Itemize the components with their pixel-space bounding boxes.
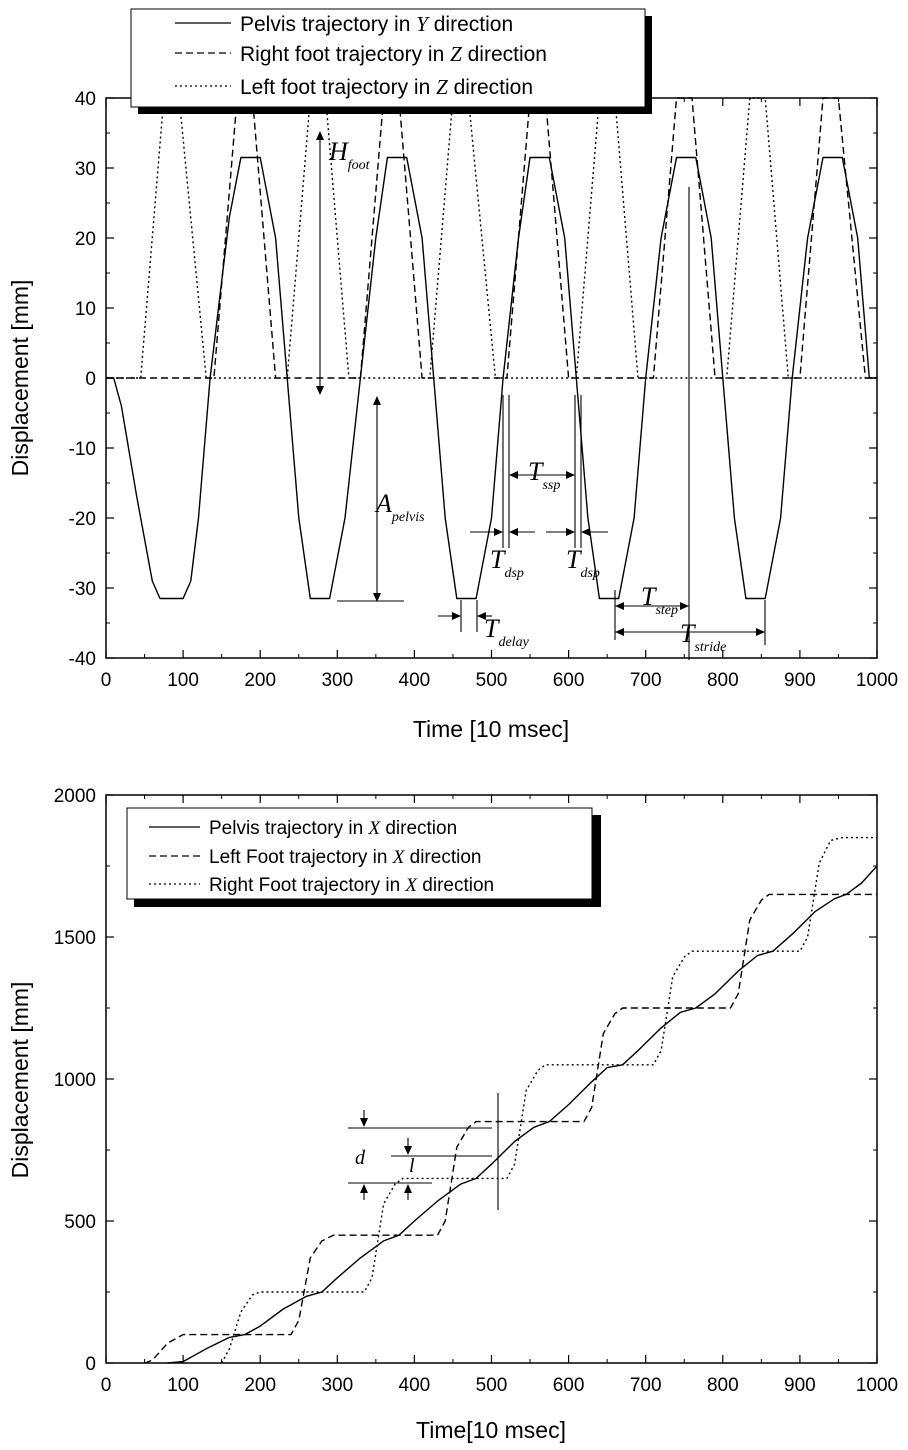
chart-2-plot-frame	[105, 794, 878, 1364]
chart-2-x-axis-title: Time[10 msec]	[416, 1417, 566, 1443]
chart-1-ticks: 0 100 200 300 400 500 600 700 800 900 1000-40-30-2…	[69, 89, 899, 691]
chart-1-series	[106, 97, 877, 600]
chart-1-y-tick-label: -40	[69, 649, 96, 670]
chart-1-annotations	[316, 131, 766, 660]
chart-2-y-tick-label: 0	[85, 1354, 96, 1375]
chart-1-y-tick-label: 0	[85, 369, 96, 390]
chart-2-series	[144, 836, 878, 1364]
legend-1-label-pelvis: Pelvis trajectory in Y direction	[240, 12, 513, 36]
chart-2-series-dashed-line	[144, 893, 877, 1364]
label-d: d	[355, 1147, 366, 1169]
chart-2-x-tick-label: 600	[553, 1375, 585, 1396]
chart-1-annotation-labels: Hfoot Apelvis Tssp Tdsp Tdsp Tdelay Tste…	[328, 137, 726, 655]
chart-2-y-tick-label: 500	[64, 1212, 96, 1233]
label-t-delay: Tdelay	[484, 614, 530, 650]
chart-1-legend-box	[130, 8, 646, 108]
chart-2-x-tick-label: 300	[321, 1375, 353, 1396]
chart-2-x-tick-label: 200	[244, 1375, 276, 1396]
label-t-stride: Tstride	[680, 619, 726, 655]
chart-1-series-dashed-line	[106, 97, 877, 379]
legend-2-label-right-foot: Right Foot trajectory in X direction	[209, 875, 494, 896]
chart-1-y-tick-label: -10	[69, 439, 96, 460]
chart-1-y-tick-label: -20	[69, 509, 96, 530]
chart-2-x-tick-label: 100	[167, 1375, 199, 1396]
legend-2-label-pelvis: Pelvis trajectory in X direction	[209, 818, 457, 839]
chart-1-series-solid-line	[106, 156, 877, 600]
label-t-dsp-right: Tdsp	[566, 545, 600, 581]
chart-1-x-tick-label: 800	[707, 670, 739, 691]
chart-2-series-dotted-line	[220, 836, 877, 1364]
chart-1-y-tick-label: -30	[69, 579, 96, 600]
chart-1-y-tick-label: 10	[75, 299, 96, 320]
chart-2-legend: Pelvis trajectory in X direction Left Fo…	[126, 807, 601, 907]
chart-2-x-tick-label: 800	[707, 1375, 739, 1396]
label-a-pelvis: Apelvis	[374, 489, 425, 525]
chart-1-x-tick-label: 300	[321, 670, 353, 691]
chart-1-x-tick-label: 700	[630, 670, 662, 691]
label-h-foot: Hfoot	[328, 137, 371, 173]
chart-1-y-tick-label: 30	[75, 159, 96, 180]
legend-1-label-right-foot: Right foot trajectory in Z direction	[240, 42, 547, 66]
chart-1-x-tick-label: 200	[244, 670, 276, 691]
chart-2-x-tick-label: 900	[784, 1375, 816, 1396]
chart-1-y-axis-title: Displacement [mm]	[7, 280, 33, 477]
chart-2-x-tick-label: 1000	[856, 1375, 898, 1396]
chart-1-x-tick-label: 500	[476, 670, 508, 691]
label-l: l	[409, 1155, 415, 1177]
chart-2-x-tick-label: 400	[399, 1375, 431, 1396]
chart-2-y-axis-title: Displacement [mm]	[7, 982, 33, 1179]
chart-2-x-tick-label: 500	[476, 1375, 508, 1396]
label-t-dsp-left: Tdsp	[490, 545, 524, 581]
chart-1-x-tick-label: 100	[167, 670, 199, 691]
chart-2-y-tick-label: 1500	[54, 928, 96, 949]
chart-1-x-tick-label: 1000	[856, 670, 898, 691]
chart-1-x-tick-label: 900	[784, 670, 816, 691]
chart-1-x-axis-title: Time [10 msec]	[413, 716, 569, 742]
chart-2-x-tick-label: 700	[630, 1375, 662, 1396]
chart-1-legend: Pelvis trajectory in Y direction Right f…	[130, 8, 652, 114]
chart-2-x-tick-label: 0	[101, 1375, 112, 1396]
chart-2-y-tick-label: 2000	[54, 786, 96, 807]
label-t-ssp: Tssp	[528, 457, 560, 493]
legend-2-label-left-foot: Left Foot trajectory in X direction	[209, 847, 481, 868]
chart-1-y-tick-label: 40	[75, 89, 96, 110]
chart-2-pelvis-foot-x: 0 100 200 300 400 500 600 700 800 900 1000 0 500 1000…	[7, 786, 898, 1443]
chart-1-x-tick-label: 0	[101, 670, 112, 691]
chart-1-x-tick-label: 600	[553, 670, 585, 691]
chart-2-y-tick-label: 1000	[54, 1070, 96, 1091]
legend-1-label-left-foot: Left foot trajectory in Z direction	[240, 75, 533, 99]
chart-2-annotations	[348, 1093, 499, 1210]
chart-1-x-tick-label: 400	[399, 670, 431, 691]
chart-2-series-solid-line	[167, 865, 878, 1364]
chart-1-y-tick-label: 20	[75, 229, 96, 250]
label-t-step: Tstep	[641, 582, 678, 618]
chart-2-annotation-labels: d l	[355, 1147, 415, 1177]
chart-1-pelvis-foot-y-z: 0 100 200 300 400 500 600 700 800 900 1000-40-30-2…	[7, 8, 899, 742]
chart-1-series-dotted-line	[106, 97, 877, 379]
chart-2-legend-box	[126, 807, 593, 900]
